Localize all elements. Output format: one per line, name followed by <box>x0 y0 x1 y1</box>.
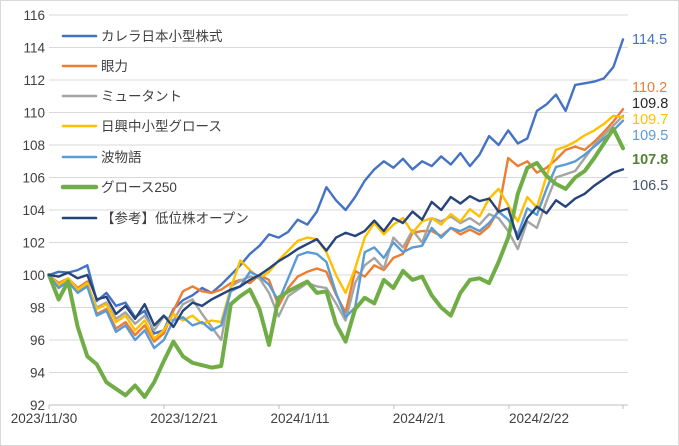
legend-label: ミュータント <box>101 89 182 104</box>
x-axis-tick-label: 2024/2/1 <box>393 411 446 426</box>
series-line-グロース250 <box>47 126 625 399</box>
legend-label: 眼力 <box>101 59 128 74</box>
x-axis-tick-label: 2024/2/22 <box>509 411 569 426</box>
y-axis-tick-label: 98 <box>30 301 45 316</box>
legend-label: グロース250 <box>101 180 177 195</box>
x-axis-tick-label: 2023/12/21 <box>150 411 218 426</box>
y-axis-tick-label: 92 <box>30 398 45 413</box>
end-value-label: 110.2 <box>632 80 667 96</box>
y-axis-tick-label: 112 <box>23 73 45 88</box>
end-value-label: 106.5 <box>632 178 668 194</box>
x-axis-tick-label: 2024/1/11 <box>270 411 329 426</box>
series-line-ミュータント <box>47 114 625 342</box>
y-axis-tick-label: 116 <box>23 8 45 23</box>
y-axis-tick-label: 102 <box>22 236 45 251</box>
series-line-【参考】低位株オープン <box>47 168 625 329</box>
end-value-label: 109.7 <box>632 112 668 128</box>
series-line-波物語 <box>47 119 625 350</box>
y-axis-tick-label: 104 <box>22 203 45 218</box>
legend-label: 波物語 <box>101 149 142 165</box>
end-value-label: 109.8 <box>632 96 668 112</box>
y-axis-tick-label: 94 <box>30 366 46 381</box>
y-axis-tick-label: 108 <box>22 138 45 153</box>
legend-label: カレラ日本小型株式 <box>101 29 223 44</box>
end-value-label: 109.5 <box>632 128 668 144</box>
y-axis-tick-label: 96 <box>30 333 45 348</box>
y-axis-tick-label: 114 <box>23 41 45 56</box>
series-line-日興中小型グロース <box>47 114 625 340</box>
legend-label: 日興中小型グロース <box>101 119 222 134</box>
y-axis-tick-label: 106 <box>22 171 45 186</box>
legend-label: 【参考】低位株オープン <box>101 210 249 226</box>
end-value-label: 114.5 <box>632 32 667 48</box>
end-value-label: 107.8 <box>632 152 668 168</box>
y-axis-tick-label: 110 <box>23 106 45 121</box>
y-axis-tick-label: 100 <box>22 268 45 283</box>
x-axis-tick-label: 2023/11/30 <box>11 411 78 426</box>
series-line-カレラ日本小型株式 <box>47 38 625 335</box>
